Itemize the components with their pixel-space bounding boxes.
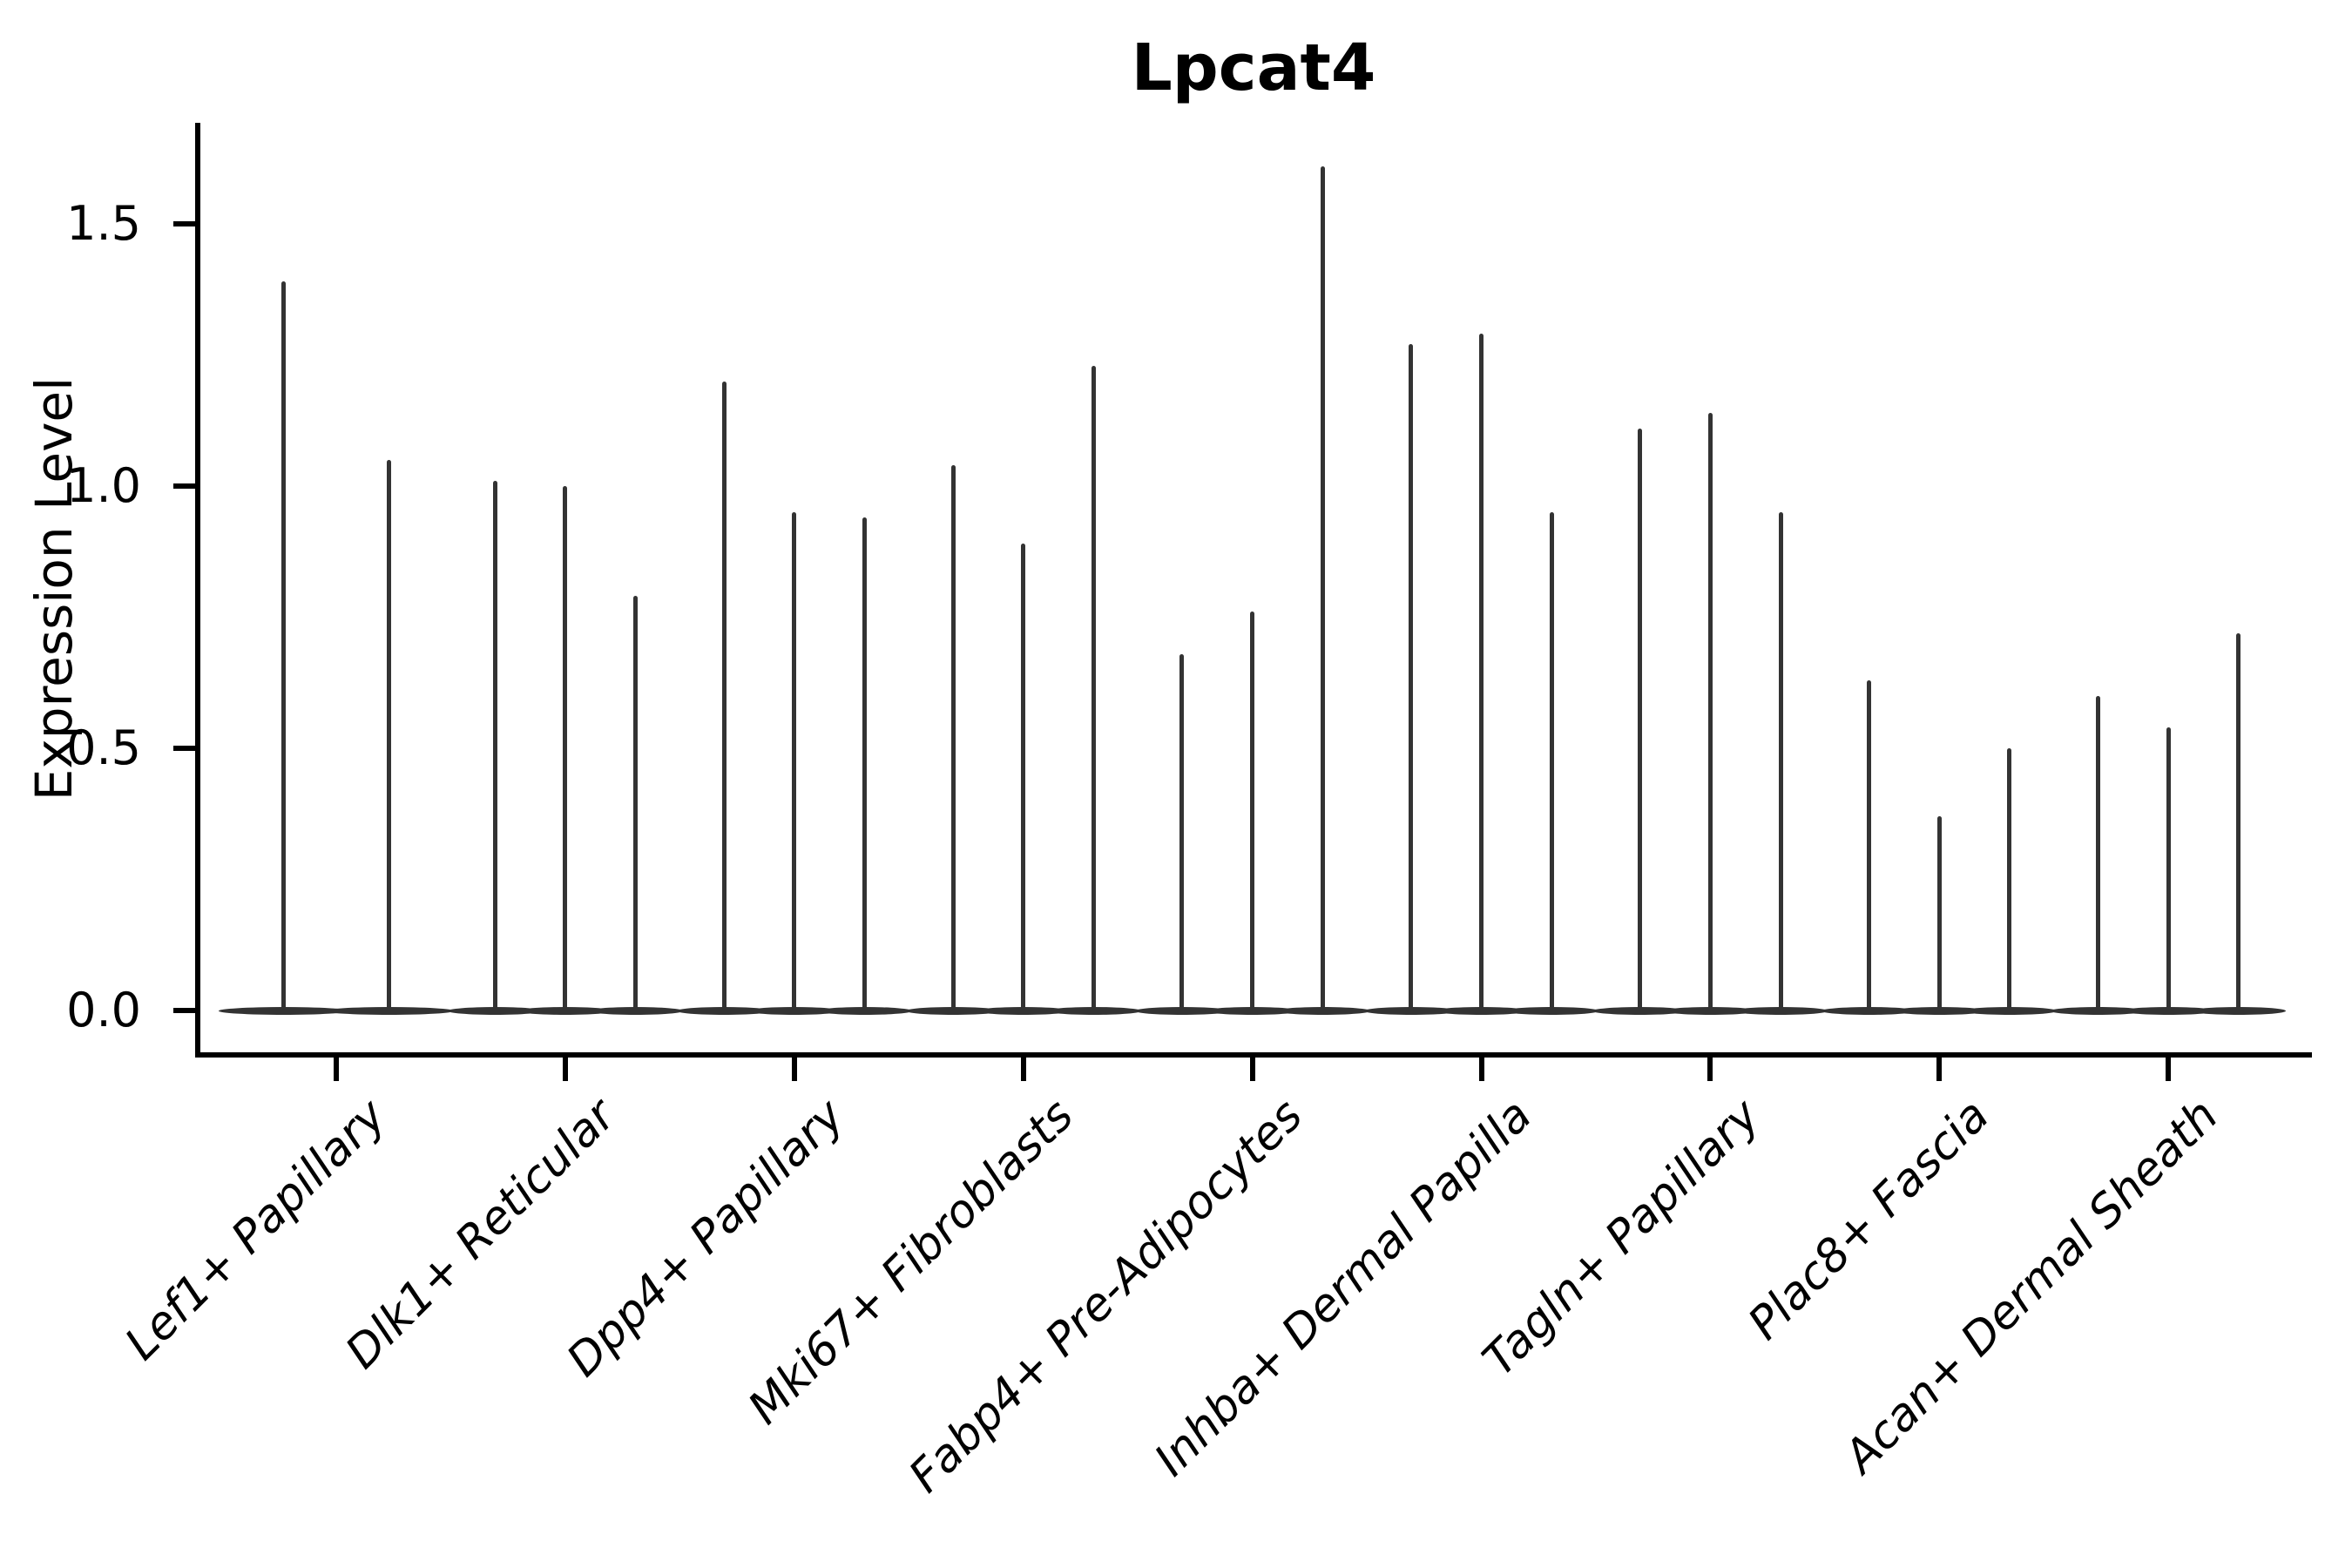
violin-spike xyxy=(1409,344,1414,1014)
x-tick xyxy=(1936,1058,1943,1081)
violin-spike xyxy=(1936,816,1942,1014)
violin-spike xyxy=(563,486,568,1014)
y-tick-label: 1.5 xyxy=(66,196,141,251)
violin-spike xyxy=(1179,653,1185,1014)
violin-spike xyxy=(1021,544,1026,1014)
violin-spike xyxy=(2007,748,2012,1014)
violin-spike xyxy=(1707,412,1713,1014)
y-tick xyxy=(173,221,195,226)
violin-spike xyxy=(1549,512,1554,1014)
y-tick-label: 0.0 xyxy=(66,983,141,1037)
violin-spike xyxy=(1091,365,1096,1014)
violin-spike xyxy=(2236,632,2241,1014)
x-tick xyxy=(562,1058,568,1081)
chart-title: Lpcat4 xyxy=(1131,30,1376,105)
violin-spike xyxy=(2096,695,2101,1014)
violin-spike xyxy=(633,596,639,1014)
violin-spike xyxy=(1867,679,1872,1014)
x-tick xyxy=(1478,1058,1484,1081)
x-tick xyxy=(1707,1058,1713,1081)
violin-spike xyxy=(387,459,391,1014)
violin-spike xyxy=(1320,166,1325,1014)
y-tick xyxy=(173,1008,195,1013)
violin-spike xyxy=(1778,512,1783,1014)
violin-spike xyxy=(862,517,867,1014)
x-tick xyxy=(791,1058,797,1081)
y-axis-spine xyxy=(195,123,200,1058)
x-tick xyxy=(1249,1058,1255,1081)
violin-spike xyxy=(492,480,497,1014)
violin-spike xyxy=(281,281,286,1014)
violin-spike xyxy=(950,464,956,1014)
violin-spike xyxy=(792,512,797,1014)
violin-spike xyxy=(1638,428,1643,1014)
violin-spike xyxy=(721,381,727,1014)
x-axis-spine xyxy=(195,1052,2312,1058)
y-tick xyxy=(173,746,195,751)
violin-spike xyxy=(2166,727,2171,1014)
x-tick xyxy=(2166,1058,2172,1081)
x-tick xyxy=(334,1058,339,1081)
x-tick xyxy=(1020,1058,1026,1081)
y-tick xyxy=(173,483,195,489)
y-tick-label: 1.0 xyxy=(66,458,141,513)
violin-spike xyxy=(1479,334,1484,1014)
y-tick-label: 0.5 xyxy=(66,720,141,775)
violin-spike xyxy=(1250,612,1255,1014)
